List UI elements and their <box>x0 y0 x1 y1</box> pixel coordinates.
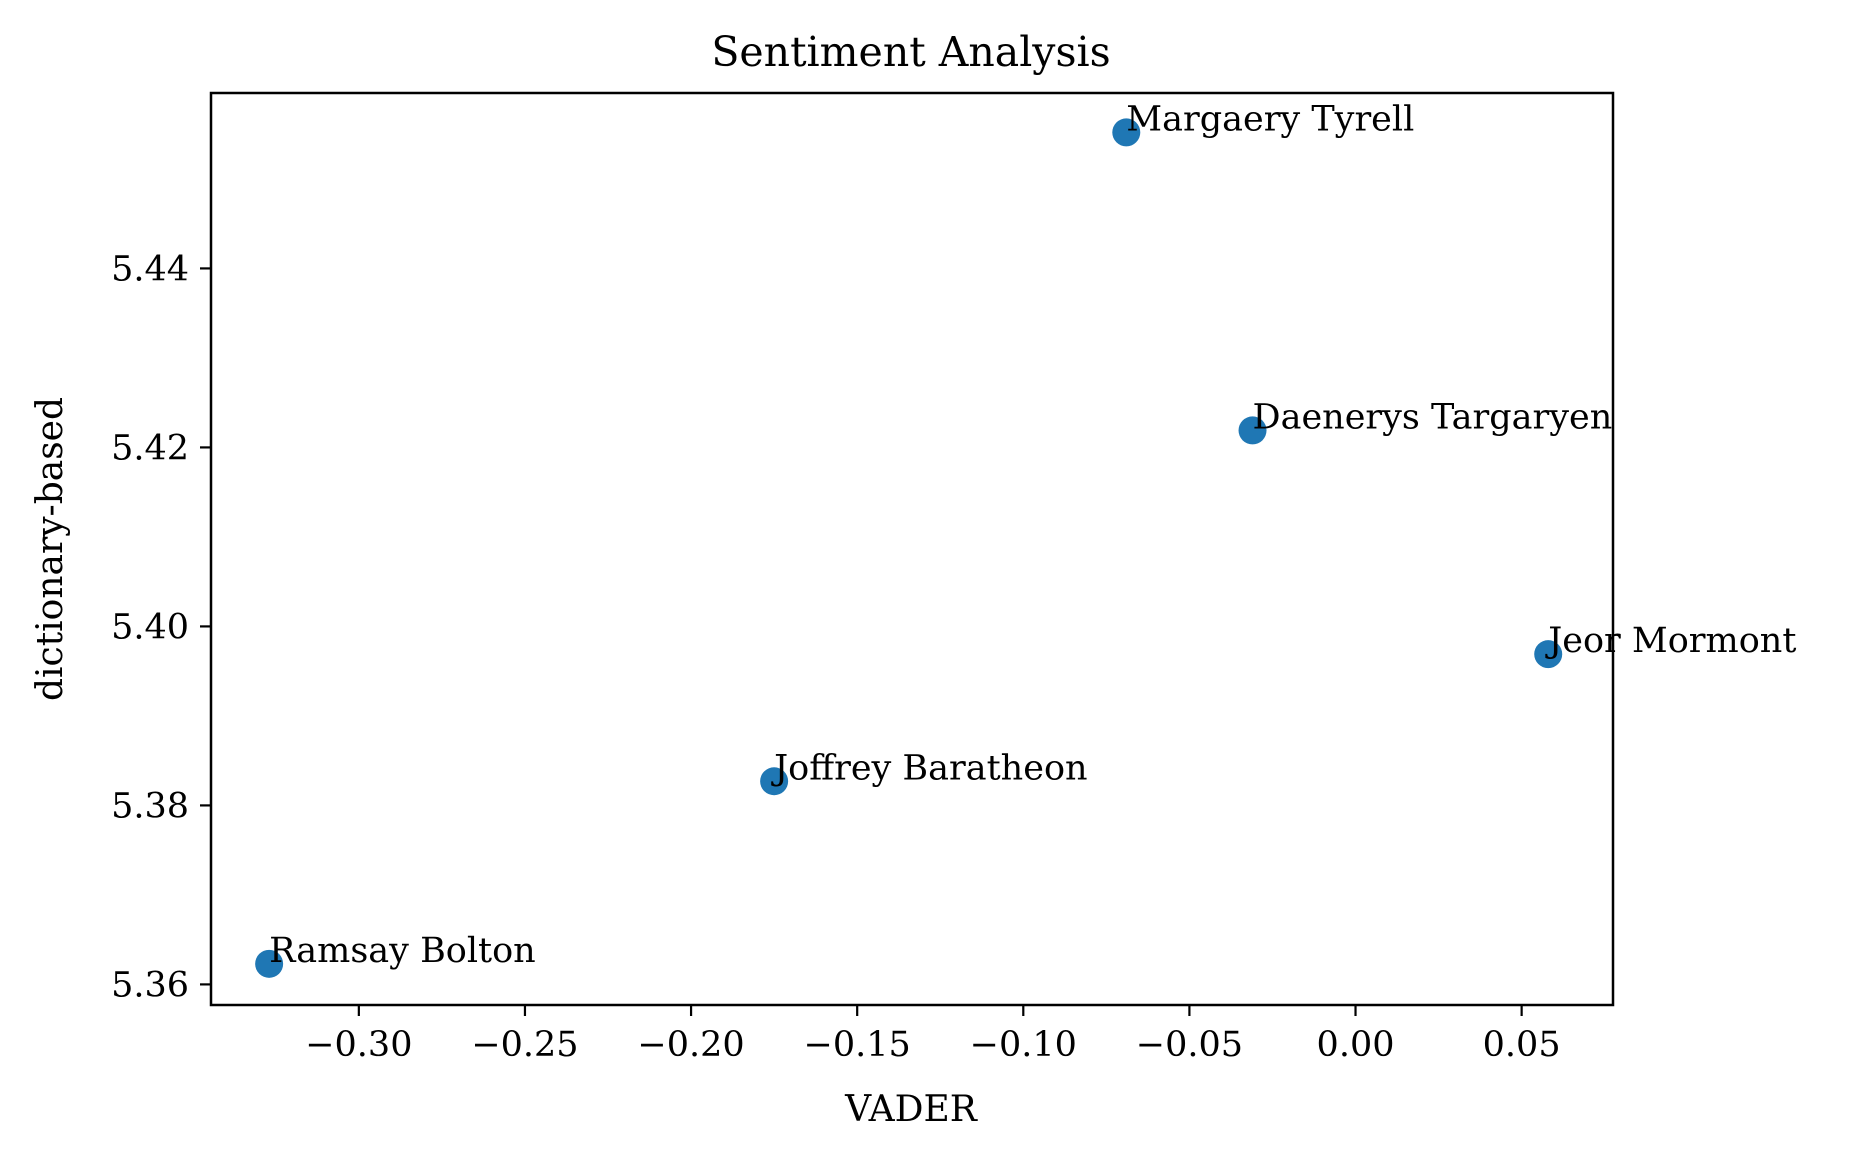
y-tick-label: 5.42 <box>111 428 189 468</box>
x-tick-label: −0.10 <box>970 1025 1077 1065</box>
x-tick-label: −0.30 <box>305 1025 412 1065</box>
x-tick-label: −0.25 <box>471 1025 578 1065</box>
x-tick-label: −0.20 <box>637 1025 744 1065</box>
x-tick-label: 0.05 <box>1483 1025 1561 1065</box>
y-tick-label: 5.44 <box>111 249 189 289</box>
y-axis-ticks: 5.36 5.38 5.40 5.42 5.44 <box>111 249 211 1005</box>
point-label: Ramsay Bolton <box>269 931 536 971</box>
x-axis-ticks: −0.30 −0.25 −0.20 −0.15 −0.10 −0.05 0.00 0.05 <box>305 1005 1561 1065</box>
y-axis-label: dictionary-based <box>30 397 71 701</box>
y-tick-label: 5.38 <box>111 786 189 826</box>
data-points <box>255 118 1563 978</box>
y-tick-label: 5.36 <box>111 965 189 1005</box>
plot-area-frame <box>209 91 1615 1007</box>
data-point <box>760 767 789 796</box>
point-labels: Margaery Tyrell Daenerys Targaryen Jeor Mo… <box>269 99 1796 970</box>
point-label: Jeor Mormont <box>1545 621 1796 661</box>
x-tick-label: 0.00 <box>1317 1025 1395 1065</box>
data-point <box>255 949 284 978</box>
y-tick-label: 5.40 <box>111 607 189 647</box>
x-tick-label: −0.05 <box>1136 1025 1243 1065</box>
x-tick-label: −0.15 <box>804 1025 911 1065</box>
chart-title: Sentiment Analysis <box>711 28 1110 76</box>
x-axis-label: VADER <box>844 1089 978 1130</box>
point-label: Joffrey Baratheon <box>771 748 1087 788</box>
data-point <box>1238 416 1267 445</box>
point-label: Margaery Tyrell <box>1126 99 1414 139</box>
point-label: Daenerys Targaryen <box>1253 397 1613 437</box>
data-point <box>1112 118 1141 147</box>
data-point <box>1534 640 1563 669</box>
